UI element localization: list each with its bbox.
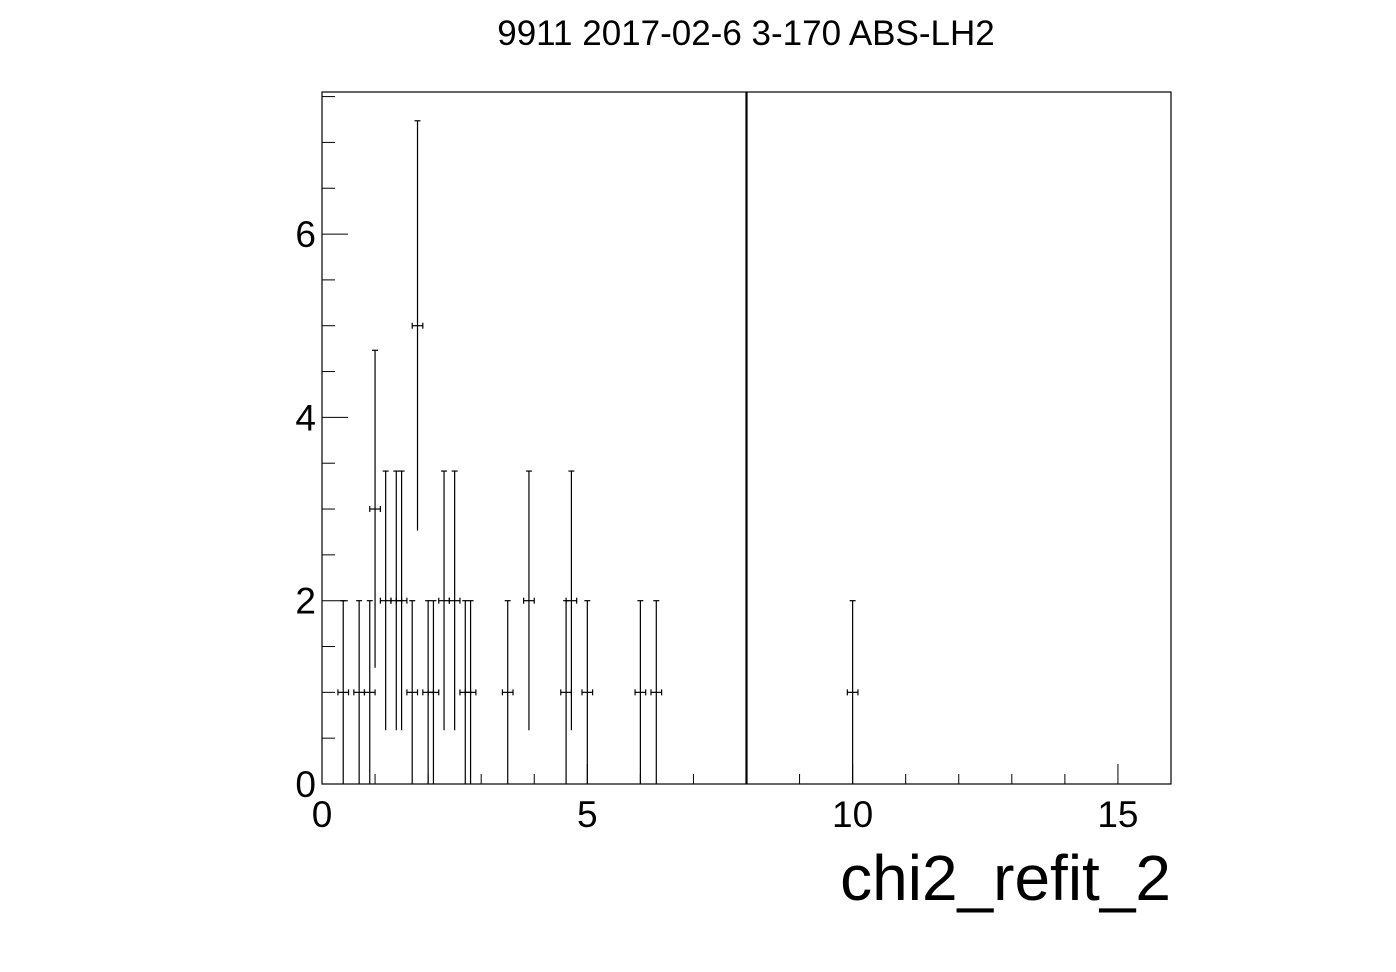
y-tick-label: 0 (295, 764, 316, 805)
data-point (353, 600, 366, 784)
data-point (379, 470, 392, 731)
chart-title: 9911 2017-02-6 3-170 ABS-LH2 (497, 14, 995, 53)
data-points (337, 120, 859, 784)
x-tick-label: 10 (832, 794, 873, 835)
data-point (565, 470, 578, 731)
data-point (427, 600, 440, 784)
data-point (501, 600, 514, 784)
x-axis-title: chi2_refit_2 (840, 842, 1171, 914)
data-point (438, 470, 450, 731)
axis-ticks (321, 96, 1172, 785)
x-tick-label: 5 (577, 794, 598, 835)
x-tick-label: 15 (1097, 794, 1138, 835)
data-point (650, 600, 663, 784)
data-point (523, 470, 535, 731)
data-point (411, 120, 424, 531)
data-point (337, 600, 350, 784)
x-tick-label: 0 (312, 794, 333, 835)
data-point (581, 600, 594, 784)
y-tick-label: 4 (295, 397, 316, 438)
data-point (406, 600, 419, 784)
data-point (363, 600, 376, 784)
data-point (846, 600, 859, 784)
data-point (369, 349, 381, 668)
data-point (560, 600, 572, 784)
y-tick-label: 6 (295, 214, 316, 255)
y-tick-label: 2 (295, 581, 316, 622)
tick-labels: 0 5 10 15 0 2 4 6 (295, 214, 1138, 835)
data-point (464, 600, 477, 784)
data-point (448, 470, 461, 731)
data-point (395, 470, 408, 731)
data-point (634, 600, 647, 784)
